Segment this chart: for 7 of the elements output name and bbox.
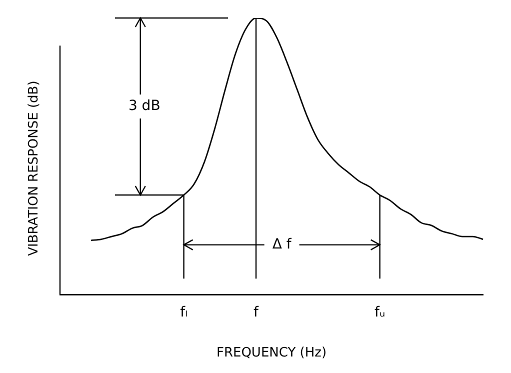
- annotation: 3 dB: [128, 98, 160, 114]
- annotation: Δ f: [272, 236, 292, 252]
- y-axis-title: VIBRATION RESPONSE (dB): [26, 80, 42, 256]
- x-axis-title: FREQUENCY (Hz): [216, 346, 327, 361]
- x-tick-label: fᵤ: [374, 304, 386, 321]
- x-tick-label: f: [254, 304, 260, 321]
- x-tick-label: fₗ: [180, 304, 188, 321]
